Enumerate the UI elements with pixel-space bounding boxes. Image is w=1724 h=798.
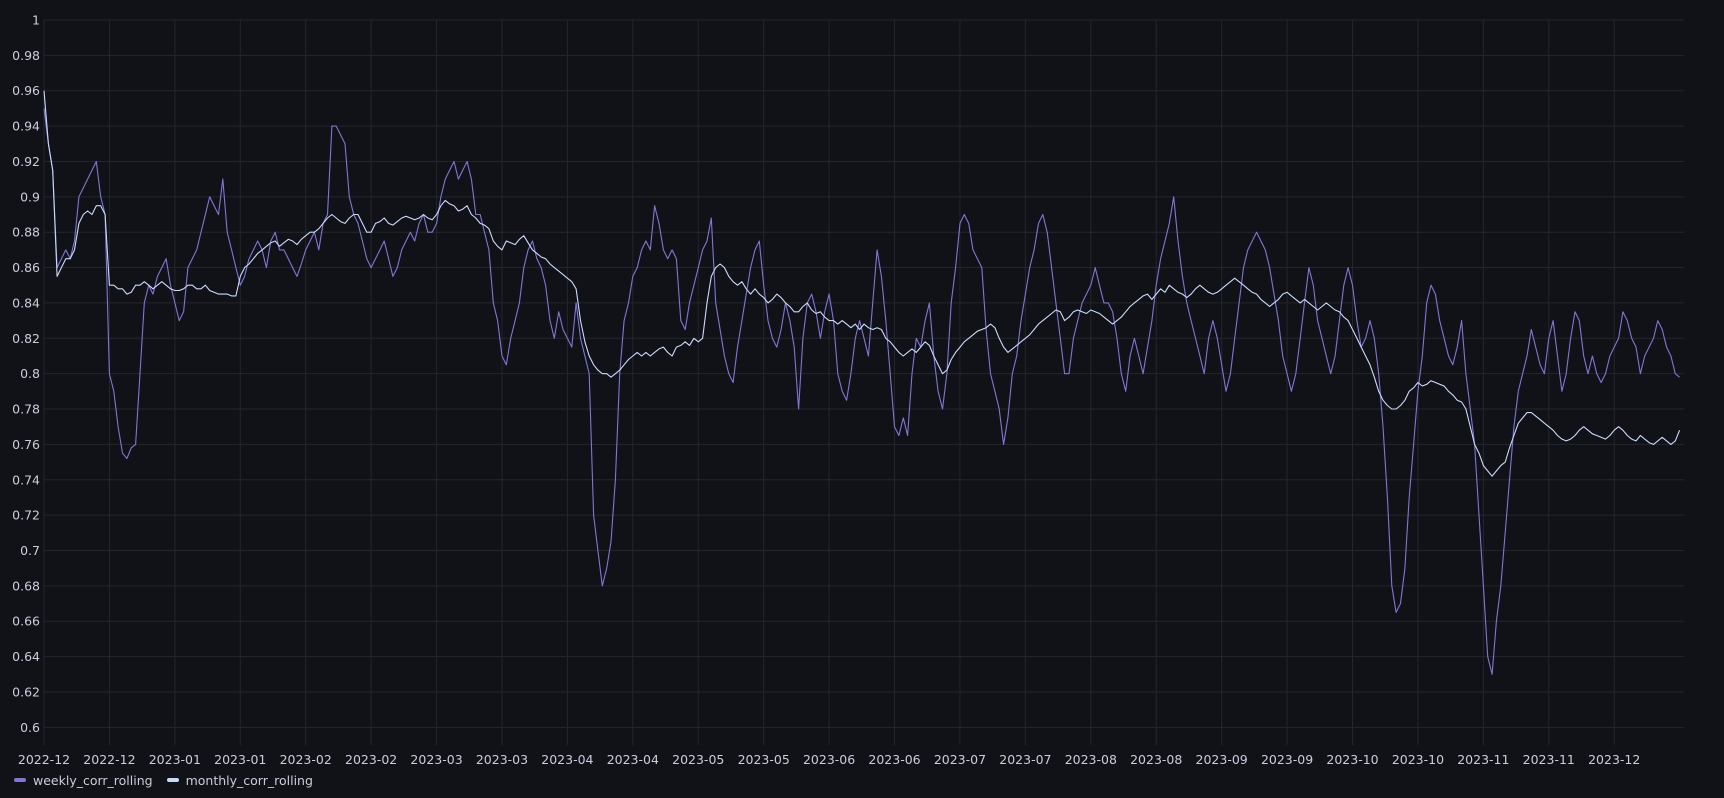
y-tick-label: 0.94 [12, 119, 40, 134]
series-layer [43, 90, 1681, 675]
series-line-weekly-corr-rolling[interactable] [43, 108, 1680, 675]
y-tick-label: 0.84 [12, 295, 40, 310]
y-tick-label: 0.98 [12, 48, 40, 63]
legend-swatch-weekly [14, 778, 26, 782]
y-tick-label: 0.62 [12, 684, 40, 699]
y-tick-label: 0.96 [12, 83, 40, 98]
legend-item-monthly[interactable]: monthly_corr_rolling [166, 772, 313, 788]
y-tick-label: 0.8 [20, 366, 40, 381]
y-tick-label: 0.82 [12, 331, 40, 346]
y-tick-label: 0.6 [20, 720, 40, 735]
x-tick-label: 2023-01 [214, 752, 266, 767]
x-tick-label: 2023-01 [149, 752, 201, 767]
y-tick-label: 0.9 [20, 189, 40, 204]
x-tick-label: 2023-06 [868, 752, 920, 767]
x-tick-label: 2023-08 [1130, 752, 1182, 767]
x-tick-label: 2023-02 [280, 752, 332, 767]
legend-item-weekly[interactable]: weekly_corr_rolling [14, 773, 153, 788]
y-tick-label: 0.78 [12, 402, 40, 417]
x-tick-label: 2023-09 [1196, 752, 1248, 767]
y-tick-label: 0.76 [12, 437, 40, 452]
y-tick-label: 0.88 [12, 225, 40, 240]
x-tick-label: 2023-11 [1457, 752, 1509, 767]
y-tick-label: 0.86 [12, 260, 40, 275]
x-tick-label: 2022-12 [83, 752, 135, 767]
x-tick-label: 2023-08 [1065, 752, 1117, 767]
x-tick-label: 2023-12 [1588, 752, 1640, 767]
y-tick-label: 0.68 [12, 578, 40, 593]
x-tick-label: 2023-03 [410, 752, 462, 767]
y-tick-label: 1 [32, 13, 40, 28]
y-tick-label: 0.72 [12, 508, 40, 523]
x-axis: 2022-12 2022-12 2023-01 2023-01 2023-02 2023-… [18, 752, 1640, 767]
x-tick-label: 2023-03 [476, 752, 528, 767]
y-tick-label: 0.66 [12, 614, 40, 629]
legend: weekly_corr_rolling monthly_corr_rolling [14, 771, 313, 789]
y-tick-label: 0.7 [20, 543, 40, 558]
y-tick-label: 0.74 [12, 472, 40, 487]
x-tick-label: 2023-05 [738, 752, 790, 767]
x-tick-label: 2023-02 [345, 752, 397, 767]
legend-swatch-monthly [166, 778, 179, 782]
x-tick-label: 2022-12 [18, 752, 70, 767]
grid-layer [43, 19, 1684, 745]
x-tick-label: 2023-09 [1261, 752, 1313, 767]
legend-label-monthly: monthly_corr_rolling [185, 772, 313, 788]
y-axis: 1 0.98 0.96 0.94 0.92 0.9 0.88 0.86 0.84 0.82 0.8 0… [12, 13, 40, 735]
x-tick-label: 2023-07 [999, 752, 1051, 767]
legend-label-weekly: weekly_corr_rolling [33, 772, 153, 788]
series-line-monthly-corr-rolling[interactable] [43, 90, 1681, 477]
x-tick-label: 2023-11 [1523, 752, 1575, 767]
x-tick-label: 2023-10 [1326, 752, 1378, 767]
x-tick-label: 2023-04 [541, 752, 593, 767]
y-tick-label: 0.64 [12, 649, 40, 664]
x-tick-label: 2023-06 [803, 752, 855, 767]
x-tick-label: 2023-04 [607, 752, 659, 767]
y-tick-label: 0.92 [12, 154, 40, 169]
x-tick-label: 2023-05 [672, 752, 724, 767]
x-tick-label: 2023-07 [934, 752, 986, 767]
x-tick-label: 2023-10 [1392, 752, 1444, 767]
